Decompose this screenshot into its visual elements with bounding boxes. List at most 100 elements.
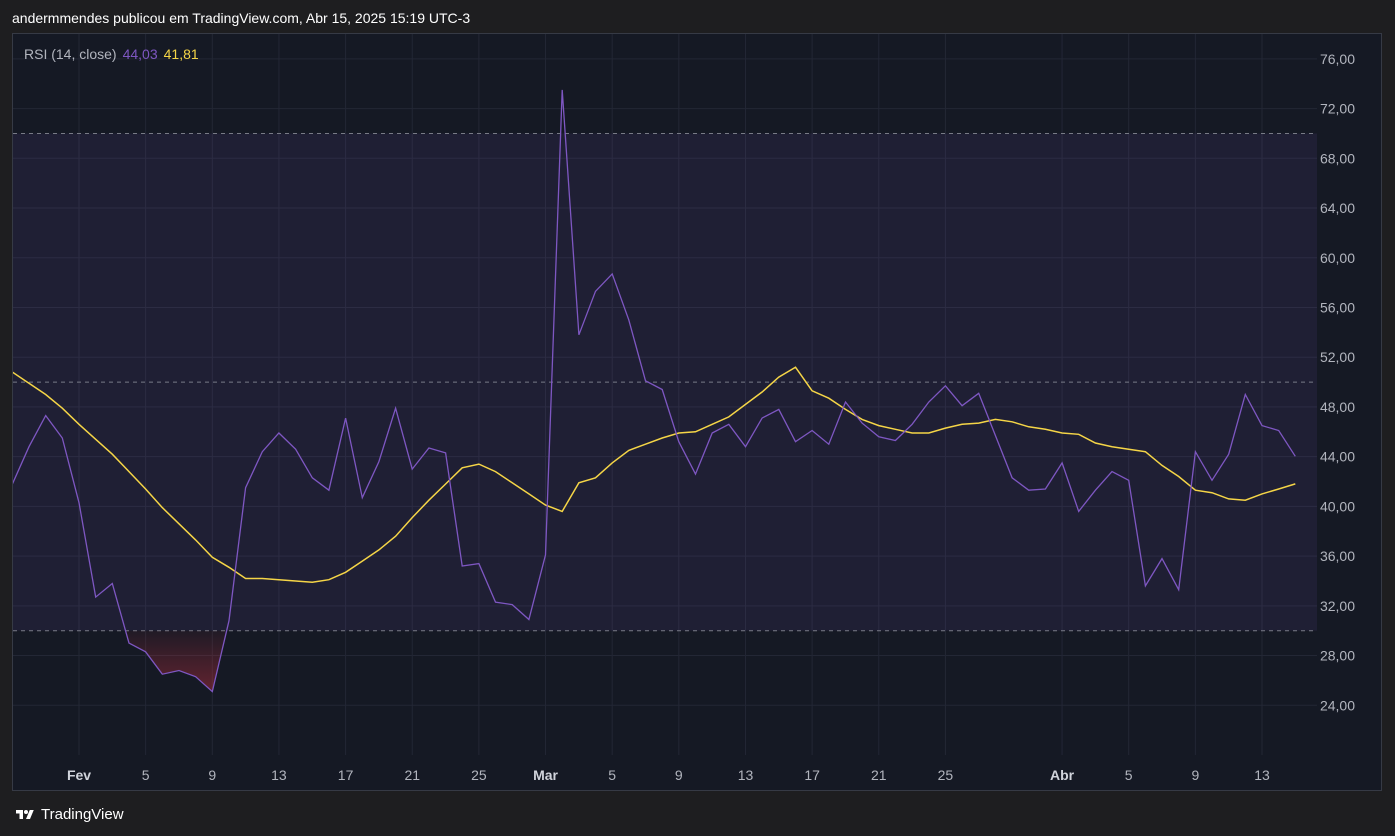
rsi-point-72: [1210, 478, 1214, 482]
ma-point-74: [1243, 498, 1247, 502]
ma-point-77: [1293, 482, 1297, 486]
rsi-point-29: [494, 600, 498, 604]
rsi-point-49: [827, 442, 831, 446]
x-tick-label-3: 13: [271, 767, 287, 783]
rsi-point-37: [627, 318, 631, 322]
time-scale[interactable]: Fev 5 9 13 17 21 25 Mar 5 9 13 17 21 25 Abr 5 9 13: [67, 767, 1270, 783]
y-tick-label-12: 72,00: [1320, 101, 1355, 117]
ma-point-61: [1027, 425, 1031, 429]
rsi-point-5: [94, 595, 98, 599]
ma-point-49: [827, 396, 831, 400]
ma-point-21: [360, 559, 364, 563]
price-scale[interactable]: 24,00 28,00 32,00 36,00 40,00 44,00 48,00 52,00…: [1320, 51, 1355, 713]
ma-point-60: [1010, 420, 1014, 424]
rsi-point-20: [344, 416, 348, 420]
rsi-point-42: [710, 431, 714, 435]
x-tick-label-2: 9: [208, 767, 216, 783]
ma-point-37: [627, 448, 631, 452]
ma-point-17: [294, 579, 298, 583]
rsi-point-25: [427, 446, 431, 450]
ma-point-43: [727, 415, 731, 419]
rsi-point-38: [644, 379, 648, 383]
ma-point-63: [1060, 431, 1064, 435]
rsi-point-74: [1243, 393, 1247, 397]
y-tick-label-13: 76,00: [1320, 51, 1355, 67]
y-tick-label-3: 36,00: [1320, 548, 1355, 564]
ma-point-67: [1127, 447, 1131, 451]
ma-point-72: [1210, 491, 1214, 495]
rsi-point-24: [410, 467, 414, 471]
chart-pane[interactable]: 24,00 28,00 32,00 36,00 40,00 44,00 48,00 52,00…: [12, 33, 1382, 791]
x-tick-label-0: Fev: [67, 767, 91, 783]
ma-point-31: [527, 492, 531, 496]
rsi-point-6: [110, 581, 114, 585]
ma-point-48: [810, 389, 814, 393]
rsi-point-4: [77, 501, 81, 505]
rsi-point-69: [1160, 557, 1164, 561]
rsi-point-61: [1027, 488, 1031, 492]
ma-point-35: [594, 476, 598, 480]
rsi-point-52: [877, 435, 881, 439]
rsi-point-10: [177, 668, 181, 672]
ma-point-52: [877, 424, 881, 428]
ma-point-12: [210, 555, 214, 559]
ma-point-25: [427, 498, 431, 502]
ma-point-56: [943, 426, 947, 430]
x-tick-label-10: 13: [738, 767, 754, 783]
y-tick-label-8: 56,00: [1320, 299, 1355, 315]
ma-point-24: [410, 516, 414, 520]
ma-point-6: [110, 452, 114, 456]
y-tick-label-2: 32,00: [1320, 598, 1355, 614]
ma-point-3: [60, 406, 64, 410]
x-tick-label-15: 5: [1125, 767, 1133, 783]
rsi-point-46: [777, 407, 781, 411]
ma-point-27: [460, 466, 464, 470]
rsi-chart[interactable]: 24,00 28,00 32,00 36,00 40,00 44,00 48,00 52,00…: [13, 34, 1381, 790]
ma-point-40: [677, 431, 681, 435]
rsi-point-73: [1227, 452, 1231, 456]
rsi-point-58: [977, 391, 981, 395]
x-tick-label-13: 25: [938, 767, 954, 783]
rsi-point-65: [1093, 488, 1097, 492]
x-tick-label-9: 9: [675, 767, 683, 783]
ma-point-34: [577, 481, 581, 485]
ma-point-7: [127, 470, 131, 474]
ma-point-59: [993, 417, 997, 421]
rsi-point-39: [660, 388, 664, 392]
ma-point-36: [610, 461, 614, 465]
ma-point-47: [793, 365, 797, 369]
rsi-point-18: [310, 476, 314, 480]
rsi-point-57: [960, 404, 964, 408]
rsi-point-54: [910, 422, 914, 426]
ma-point-55: [927, 431, 931, 435]
brand-name: TradingView: [41, 806, 124, 823]
ma-point-70: [1177, 475, 1181, 479]
ma-point-53: [893, 427, 897, 431]
indicator-legend[interactable]: RSI (14, close) 44,03 41,81: [24, 46, 199, 62]
rsi-point-50: [843, 400, 847, 404]
y-tick-label-9: 60,00: [1320, 250, 1355, 266]
ma-point-26: [444, 482, 448, 486]
rsi-point-43: [727, 422, 731, 426]
ma-point-65: [1093, 441, 1097, 445]
y-tick-label-6: 48,00: [1320, 399, 1355, 415]
ma-point-32: [544, 503, 548, 507]
x-tick-label-11: 17: [804, 767, 820, 783]
y-tick-label-7: 52,00: [1320, 349, 1355, 365]
ma-point-19: [327, 578, 331, 582]
x-tick-label-4: 17: [338, 767, 354, 783]
ma-point-62: [1043, 427, 1047, 431]
footer-brand[interactable]: TradingView: [13, 806, 124, 823]
x-tick-label-16: 9: [1191, 767, 1199, 783]
rsi-point-12: [210, 690, 214, 694]
rsi-point-27: [460, 564, 464, 568]
ma-point-29: [494, 470, 498, 474]
rsi-point-32: [544, 553, 548, 557]
rsi-point-9: [160, 672, 164, 676]
ma-point-20: [344, 570, 348, 574]
ma-point-76: [1277, 487, 1281, 491]
rsi-point-59: [993, 434, 997, 438]
ma-point-23: [394, 534, 398, 538]
rsi-point-34: [577, 333, 581, 337]
rsi-point-55: [927, 400, 931, 404]
